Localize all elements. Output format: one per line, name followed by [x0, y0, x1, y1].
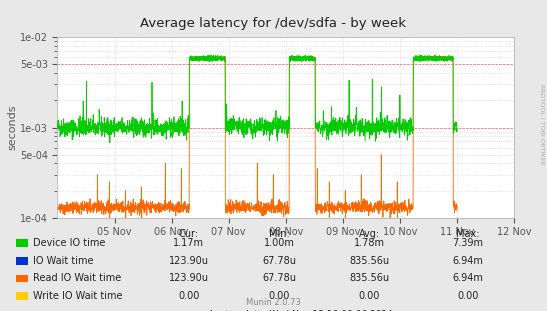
Text: 6.94m: 6.94m — [452, 273, 483, 283]
Text: Avg:: Avg: — [359, 229, 380, 239]
Text: 67.78u: 67.78u — [262, 256, 296, 266]
Text: 1.17m: 1.17m — [173, 238, 204, 248]
Text: 7.39m: 7.39m — [452, 238, 483, 248]
Text: 123.90u: 123.90u — [168, 256, 209, 266]
Text: 0.00: 0.00 — [457, 291, 479, 301]
Text: 6.94m: 6.94m — [452, 256, 483, 266]
Text: RRDTOOL / TOBI OETIKER: RRDTOOL / TOBI OETIKER — [539, 84, 544, 165]
Text: Min:: Min: — [269, 229, 289, 239]
Text: 0.00: 0.00 — [268, 291, 290, 301]
Y-axis label: seconds: seconds — [7, 105, 17, 150]
Text: Read IO Wait time: Read IO Wait time — [33, 273, 121, 283]
Text: Munin 2.0.73: Munin 2.0.73 — [246, 298, 301, 307]
Text: Write IO Wait time: Write IO Wait time — [33, 291, 123, 301]
Text: 0.00: 0.00 — [358, 291, 380, 301]
Text: 1.00m: 1.00m — [264, 238, 294, 248]
Text: 1.78m: 1.78m — [354, 238, 385, 248]
Text: 835.56u: 835.56u — [349, 256, 389, 266]
Text: 123.90u: 123.90u — [168, 273, 209, 283]
Text: IO Wait time: IO Wait time — [33, 256, 94, 266]
Text: Average latency for /dev/sdfa - by week: Average latency for /dev/sdfa - by week — [141, 17, 406, 30]
Text: 67.78u: 67.78u — [262, 273, 296, 283]
Text: Last update: Wed Nov 13 10:00:06 2024: Last update: Wed Nov 13 10:00:06 2024 — [210, 310, 392, 311]
Text: Max:: Max: — [456, 229, 479, 239]
Text: 835.56u: 835.56u — [349, 273, 389, 283]
Text: Cur:: Cur: — [179, 229, 199, 239]
Text: Device IO time: Device IO time — [33, 238, 105, 248]
Text: 0.00: 0.00 — [178, 291, 200, 301]
